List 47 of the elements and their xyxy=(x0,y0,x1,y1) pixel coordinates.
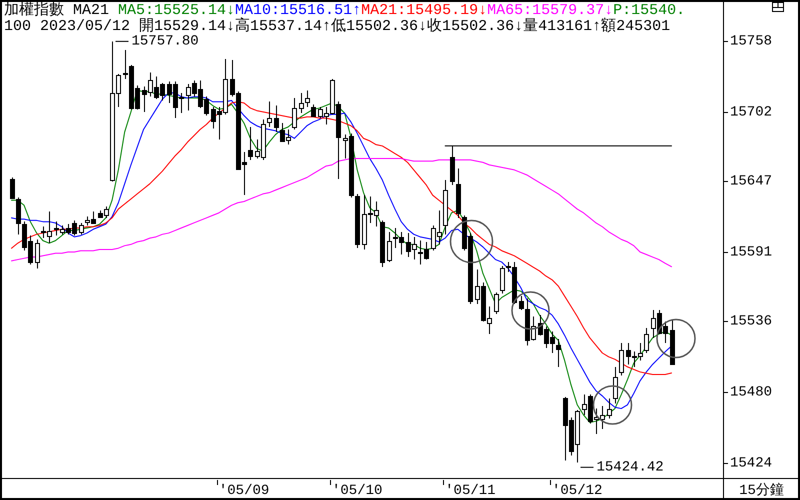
y-tick-label: 15536 xyxy=(730,314,772,330)
text: MA21:15495.19↓ xyxy=(361,2,488,19)
x-tick-label: '05/10 xyxy=(332,483,382,499)
y-tick-label: 15702 xyxy=(730,104,772,120)
annotation: 15757.80 xyxy=(132,33,199,50)
candlestick xyxy=(35,238,40,269)
candlestick xyxy=(311,104,316,118)
candlestick xyxy=(267,101,272,128)
candlestick xyxy=(443,180,448,235)
x-tick-label: '05/09 xyxy=(218,483,270,499)
candlestick xyxy=(292,97,297,130)
candlestick xyxy=(16,197,21,235)
candlestick xyxy=(670,320,675,365)
candlestick xyxy=(274,105,279,133)
annotation: P:15540. xyxy=(613,2,686,19)
candlestick xyxy=(519,296,524,311)
candlestick xyxy=(79,222,84,235)
candlestick xyxy=(500,265,505,294)
candlestick xyxy=(619,342,624,376)
text: MA65:15579.37↓ xyxy=(487,2,614,19)
candlestick xyxy=(299,92,304,114)
candlestick xyxy=(380,220,385,268)
text: 100 2023/05/12 開15529.14↓高15537.14↑低15502.36↓收15502.36↓量413161↑額245301 xyxy=(4,17,670,35)
text: MA5:15525.14↓ xyxy=(118,2,236,19)
annotation: 15424.42 xyxy=(596,459,664,476)
candlestick xyxy=(248,126,253,160)
chart-title: 加權指數 MA21 xyxy=(4,1,110,19)
x-tick-label: '05/11 xyxy=(445,483,496,499)
candlestick xyxy=(456,168,461,218)
candlestick xyxy=(10,177,15,200)
y-tick-label: 15647 xyxy=(730,174,772,190)
line-series xyxy=(11,158,672,268)
candlestick xyxy=(494,292,499,314)
y-tick-label: 15758 xyxy=(730,34,772,50)
candlestick xyxy=(607,398,612,420)
candlestick xyxy=(387,231,392,263)
candlestick xyxy=(305,90,310,108)
candlestick xyxy=(600,406,605,430)
y-tick-label: 15591 xyxy=(730,244,772,260)
candlestick xyxy=(355,193,360,249)
x-tick-label: '05/12 xyxy=(552,483,602,499)
candlestick xyxy=(644,327,649,354)
candlestick xyxy=(556,338,561,368)
x-axis-title: 15分鐘 xyxy=(739,482,784,499)
y-tick-label: 15480 xyxy=(730,384,772,400)
candlestick xyxy=(613,366,618,404)
y-tick-label: 15424 xyxy=(730,456,772,472)
